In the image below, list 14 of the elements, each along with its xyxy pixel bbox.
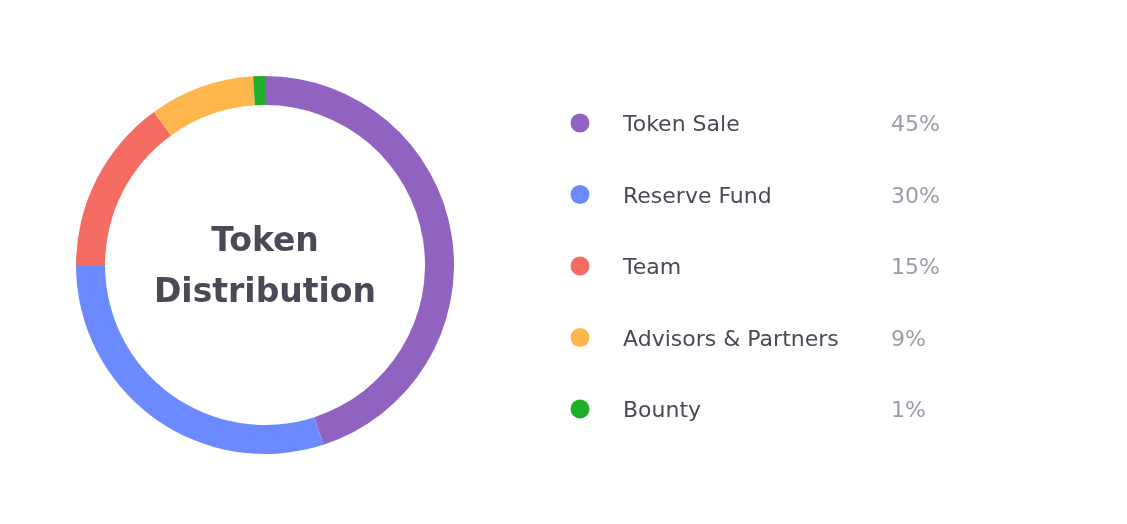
legend-label: Team [622,254,682,279]
legend-label: Reserve Fund [623,182,772,208]
legend-label: Bounty [623,397,702,422]
data-label: 45% [891,111,940,136]
legend-label: Advisors & Partners [623,325,839,351]
data-label: 9% [891,325,926,351]
data-label: 15% [891,254,940,279]
data-label: 1% [891,397,926,422]
donut-slice [153,76,255,136]
text: Token Distribution [153,220,377,310]
donut-slice [253,76,265,106]
legend-label: Token Sale [622,111,740,136]
donut-slice [76,112,171,265]
data-label: 30% [891,182,940,208]
